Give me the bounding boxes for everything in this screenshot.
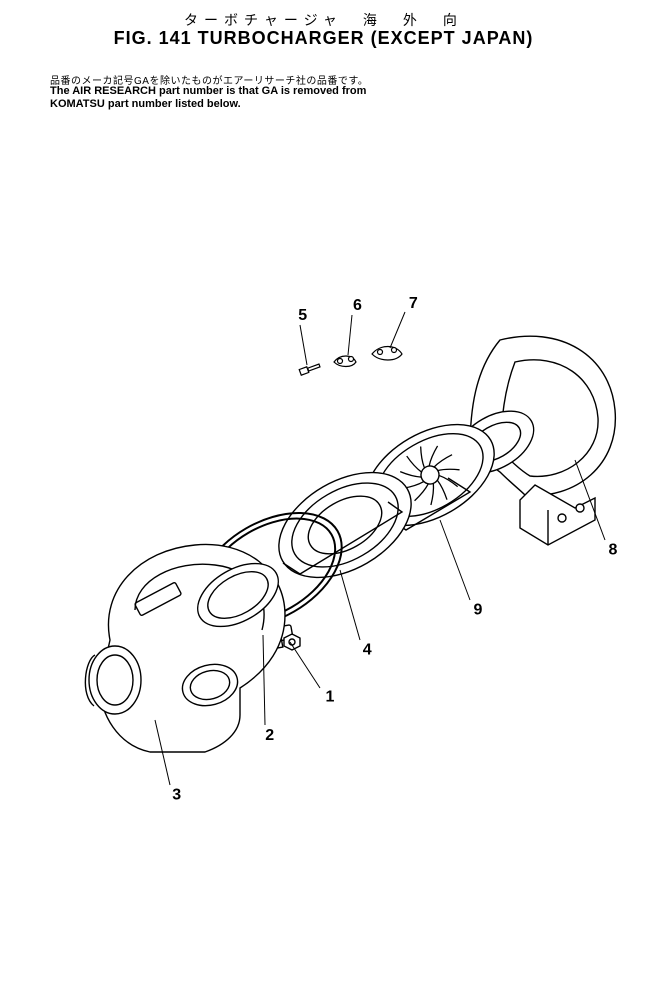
callout-5: 5 xyxy=(298,307,307,324)
exploded-diagram: 1 2 3 4 5 6 7 8 9 xyxy=(0,140,647,960)
compressor-housing xyxy=(85,544,289,752)
callout-2: 2 xyxy=(265,727,274,744)
callout-4: 4 xyxy=(363,642,372,659)
page: ターボチャージャ 海 外 向 FIG. 141 TURBOCHARGER (EX… xyxy=(0,0,647,995)
lock-nut xyxy=(284,634,300,650)
diagram-svg: 1 2 3 4 5 6 7 8 9 xyxy=(0,140,647,960)
callout-7: 7 xyxy=(409,295,418,312)
callout-1: 1 xyxy=(325,688,334,705)
figure-title-en: FIG. 141 TURBOCHARGER (EXCEPT JAPAN) xyxy=(0,28,647,49)
note-en-line1: The AIR RESEARCH part number is that GA … xyxy=(50,85,366,97)
callout-9: 9 xyxy=(474,601,483,618)
clip-a xyxy=(334,356,356,367)
callout-8: 8 xyxy=(609,541,618,558)
note-en-line2: KOMATSU part number listed below. xyxy=(50,98,241,110)
figure-title-jp: ターボチャージャ 海 外 向 xyxy=(0,10,647,30)
callout-6: 6 xyxy=(353,297,362,314)
clip-b xyxy=(372,347,402,361)
bolt-small xyxy=(299,364,320,375)
callout-3: 3 xyxy=(172,787,181,804)
